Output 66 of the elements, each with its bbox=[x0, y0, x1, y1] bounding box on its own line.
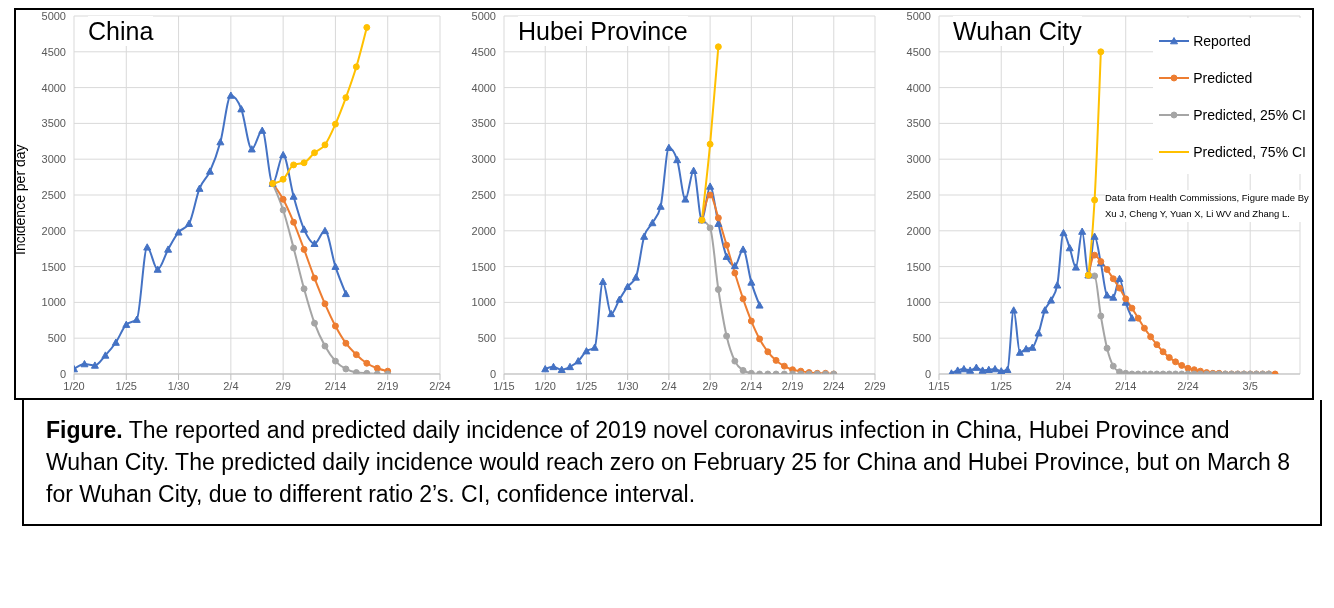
x-tick-label: 2/9 bbox=[702, 379, 718, 392]
x-tick-label: 2/14 bbox=[740, 379, 763, 392]
y-tick-label: 2500 bbox=[906, 188, 931, 201]
chart-title: Hubei Province bbox=[518, 16, 688, 46]
y-tick-label: 0 bbox=[489, 367, 496, 380]
x-tick-label: 2/14 bbox=[1115, 379, 1137, 392]
x-tick-label: 2/14 bbox=[324, 379, 347, 392]
y-tick-label: 3500 bbox=[906, 117, 931, 130]
x-tick-label: 1/30 bbox=[616, 379, 639, 392]
y-tick-label: 1000 bbox=[41, 296, 66, 309]
y-tick-label: 500 bbox=[477, 332, 496, 345]
x-tick-label: 1/30 bbox=[167, 379, 190, 392]
y-tick-label: 2000 bbox=[906, 224, 931, 237]
y-tick-label: 4500 bbox=[41, 45, 66, 58]
x-tick-label: 1/25 bbox=[990, 379, 1012, 392]
legend-label: Predicted, 25% CI bbox=[1193, 106, 1306, 123]
x-tick-label: 1/15 bbox=[493, 379, 515, 392]
y-tick-label: 500 bbox=[912, 332, 931, 345]
x-tick-label: 1/20 bbox=[63, 379, 85, 392]
y-tick-label: 0 bbox=[59, 367, 66, 380]
x-tick-label: 1/15 bbox=[928, 379, 950, 392]
y-tick-label: 3500 bbox=[41, 117, 66, 130]
x-tick-label: 3/5 bbox=[1242, 379, 1258, 392]
x-tick-label: 2/19 bbox=[781, 379, 804, 392]
x-tick-label: 2/9 bbox=[275, 379, 291, 392]
y-tick-label: 3500 bbox=[471, 117, 496, 130]
x-tick-label: 2/24 bbox=[1177, 379, 1199, 392]
y-tick-label: 500 bbox=[47, 332, 66, 345]
y-tick-label: 3000 bbox=[906, 153, 931, 166]
legend-label: Reported bbox=[1193, 32, 1251, 49]
chart-title: China bbox=[88, 16, 154, 46]
y-tick-label: 2500 bbox=[41, 188, 66, 201]
chart-title: Wuhan City bbox=[953, 16, 1082, 46]
x-tick-label: 2/4 bbox=[661, 379, 677, 392]
y-tick-label: 4000 bbox=[41, 81, 66, 94]
y-tick-label: 4000 bbox=[471, 81, 496, 94]
y-tick-label: 1500 bbox=[906, 260, 931, 273]
y-tick-label: 3000 bbox=[471, 153, 496, 166]
y-tick-label: 1500 bbox=[41, 260, 66, 273]
y-tick-label: 5000 bbox=[41, 9, 66, 22]
y-tick-label: 4500 bbox=[906, 45, 931, 58]
y-tick-label: 4500 bbox=[471, 45, 496, 58]
y-tick-label: 2000 bbox=[41, 224, 66, 237]
x-tick-label: 2/19 bbox=[377, 379, 399, 392]
x-tick-label: 2/4 bbox=[223, 379, 239, 392]
x-tick-label: 2/29 bbox=[864, 379, 886, 392]
y-tick-label: 1000 bbox=[471, 296, 496, 309]
x-tick-label: 1/25 bbox=[575, 379, 598, 392]
y-tick-label: 1000 bbox=[906, 296, 931, 309]
x-tick-label: 2/24 bbox=[429, 379, 451, 392]
y-tick-label: 4000 bbox=[906, 81, 931, 94]
annotation: Data from Health Commissions, Figure made By Xu J, Cheng Y, Yuan X, Li WV and Zhang L. bbox=[1105, 190, 1310, 222]
y-tick-label: 1500 bbox=[471, 260, 496, 273]
y-tick-label: 2000 bbox=[471, 224, 496, 237]
x-tick-label: 1/20 bbox=[534, 379, 556, 392]
x-tick-label: 1/25 bbox=[115, 379, 137, 392]
y-tick-label: 5000 bbox=[471, 9, 496, 22]
y-tick-label: 3000 bbox=[41, 153, 66, 166]
x-tick-label: 2/4 bbox=[1055, 379, 1072, 392]
legend-label: Predicted bbox=[1193, 69, 1253, 86]
text: Figure. The reported and predicted daily incidence of 2019 novel coronavirus infection in China, Hubei Province and Wuhan City. The predicted daily incidence would reach zero on February 25 for China and Hubei Province, but on March 8 for Wuhan City, due to different ratio 2’s. CI, confidence interval. bbox=[46, 417, 1290, 507]
y-tick-label: 2500 bbox=[471, 188, 496, 201]
y-tick-label: 0 bbox=[924, 367, 931, 380]
y-tick-label: 5000 bbox=[906, 9, 931, 22]
legend-label: Predicted, 75% CI bbox=[1193, 143, 1306, 160]
x-tick-label: 2/24 bbox=[823, 379, 845, 392]
